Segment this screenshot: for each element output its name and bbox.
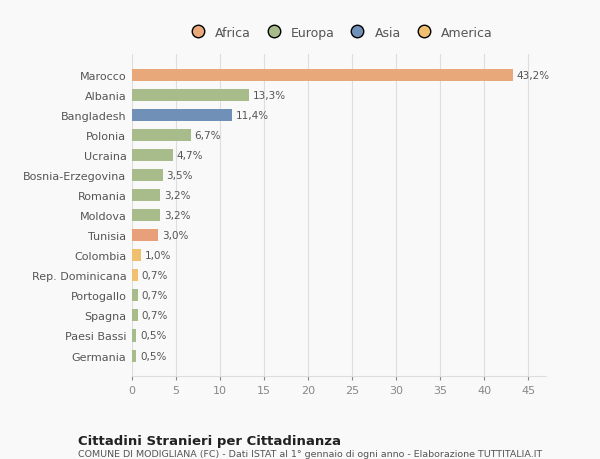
Legend: Africa, Europa, Asia, America: Africa, Europa, Asia, America [181, 23, 497, 43]
Text: Cittadini Stranieri per Cittadinanza: Cittadini Stranieri per Cittadinanza [78, 434, 341, 447]
Text: 0,5%: 0,5% [140, 351, 166, 361]
Text: 0,7%: 0,7% [142, 271, 168, 281]
Bar [132, 130, 191, 142]
Text: 3,0%: 3,0% [162, 231, 188, 241]
Text: 11,4%: 11,4% [236, 111, 269, 121]
Bar [132, 150, 173, 162]
Text: 3,2%: 3,2% [164, 211, 190, 221]
Text: 3,5%: 3,5% [166, 171, 193, 181]
Bar [132, 170, 163, 182]
Text: COMUNE DI MODIGLIANA (FC) - Dati ISTAT al 1° gennaio di ogni anno - Elaborazione: COMUNE DI MODIGLIANA (FC) - Dati ISTAT a… [78, 449, 542, 458]
Text: 0,7%: 0,7% [142, 311, 168, 321]
Bar [132, 310, 138, 322]
Text: 0,7%: 0,7% [142, 291, 168, 301]
Bar [132, 190, 160, 202]
Text: 1,0%: 1,0% [145, 251, 171, 261]
Bar [132, 230, 158, 242]
Text: 6,7%: 6,7% [194, 131, 221, 141]
Bar [132, 350, 136, 362]
Bar [132, 290, 138, 302]
Text: 4,7%: 4,7% [177, 151, 203, 161]
Bar [132, 250, 141, 262]
Text: 43,2%: 43,2% [516, 71, 549, 81]
Text: 3,2%: 3,2% [164, 191, 190, 201]
Bar [132, 90, 249, 102]
Text: 0,5%: 0,5% [140, 331, 166, 341]
Bar [132, 210, 160, 222]
Text: 13,3%: 13,3% [253, 91, 286, 101]
Bar [132, 70, 512, 82]
Bar [132, 330, 136, 342]
Bar [132, 110, 232, 122]
Bar [132, 270, 138, 282]
